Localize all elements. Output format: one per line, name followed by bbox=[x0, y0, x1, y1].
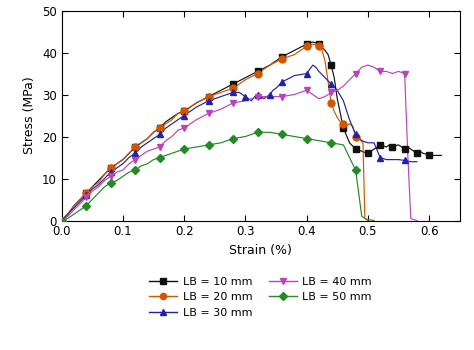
Y-axis label: Stress (MPa): Stress (MPa) bbox=[23, 77, 36, 154]
Legend: LB = 10 mm, LB = 20 mm, LB = 30 mm, LB = 40 mm, LB = 50 mm: LB = 10 mm, LB = 20 mm, LB = 30 mm, LB =… bbox=[145, 272, 376, 322]
X-axis label: Strain (%): Strain (%) bbox=[229, 244, 292, 257]
